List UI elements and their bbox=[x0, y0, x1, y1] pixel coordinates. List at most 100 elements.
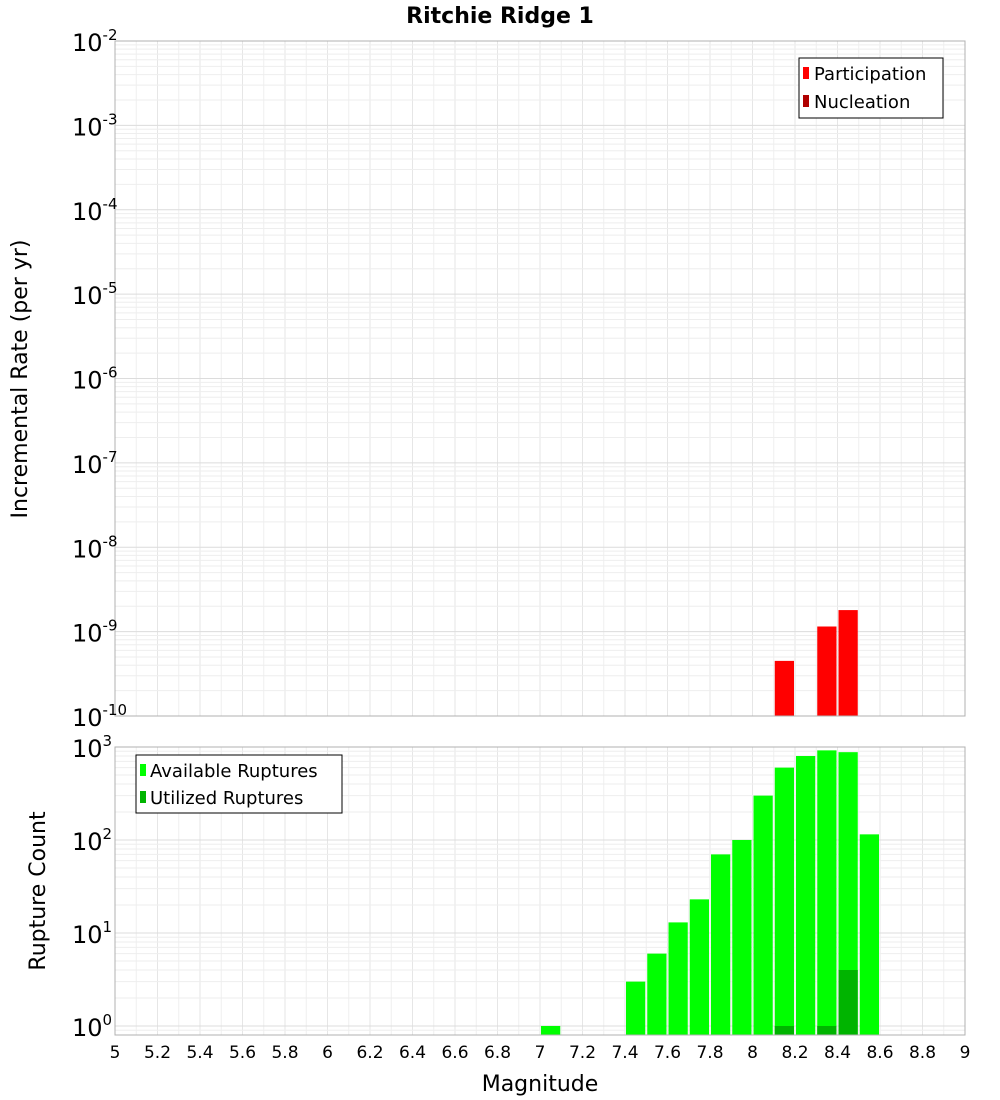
rate-plot-y-tick-base: 10 bbox=[72, 282, 103, 310]
rate-plot: 10-210-310-410-510-610-710-810-910-10 In… bbox=[8, 26, 966, 732]
available-ruptures-bar bbox=[817, 750, 837, 1035]
rate-plot-legend: Participation Nucleation bbox=[798, 57, 944, 119]
nucleation-legend-swatch bbox=[803, 95, 809, 107]
available-ruptures-bar bbox=[774, 767, 794, 1035]
x-tick-label: 7.8 bbox=[696, 1043, 723, 1063]
rate-plot-y-tick-base: 10 bbox=[72, 113, 103, 141]
x-tick-label: 6.8 bbox=[484, 1043, 511, 1063]
rate-plot-y-tick-label: 10-4 bbox=[72, 195, 118, 226]
utilized-ruptures-bar bbox=[774, 1025, 794, 1035]
rupture-plot-y-tick-label: 102 bbox=[72, 825, 112, 856]
rate-plot-y-tick-exponent: -3 bbox=[103, 110, 118, 128]
rate-plot-y-tick-exponent: -7 bbox=[103, 448, 118, 466]
available-ruptures-bar bbox=[838, 752, 858, 1035]
participation-bar bbox=[817, 626, 837, 716]
rate-plot-y-tick-label: 10-6 bbox=[72, 364, 118, 395]
rate-plot-y-axis-label: Incremental Rate (per yr) bbox=[8, 240, 33, 519]
rate-plot-y-tick-exponent: -4 bbox=[103, 195, 118, 213]
available-ruptures-bar bbox=[689, 899, 709, 1035]
x-tick-label: 9 bbox=[960, 1043, 971, 1063]
x-tick-label: 7.6 bbox=[654, 1043, 681, 1063]
rate-plot-y-tick-exponent: -6 bbox=[103, 364, 118, 382]
rate-plot-grid bbox=[114, 40, 966, 717]
rupture-plot-frame bbox=[114, 746, 966, 1036]
participation-legend-swatch bbox=[803, 67, 809, 79]
x-tick-label: 5.4 bbox=[186, 1043, 213, 1063]
rupture-plot-legend: Available Ruptures Utilized Ruptures bbox=[135, 754, 343, 814]
rupture-legend-box bbox=[135, 754, 343, 814]
available-legend-swatch bbox=[140, 764, 146, 776]
rate-plot-y-tick-exponent: -10 bbox=[103, 701, 128, 719]
x-tick-label: 8.6 bbox=[866, 1043, 893, 1063]
available-ruptures-bar bbox=[626, 981, 646, 1035]
x-tick-label: 8 bbox=[747, 1043, 758, 1063]
x-tick-label: 8.2 bbox=[781, 1043, 808, 1063]
available-legend-label: Available Ruptures bbox=[150, 761, 318, 782]
rupture-plot-bars bbox=[541, 750, 879, 1035]
rate-plot-y-tick-base: 10 bbox=[72, 704, 103, 732]
x-tick-label: 8.4 bbox=[824, 1043, 851, 1063]
rate-plot-y-tick-base: 10 bbox=[72, 451, 103, 479]
x-tick-label: 5.2 bbox=[144, 1043, 171, 1063]
utilized-legend-label: Utilized Ruptures bbox=[150, 788, 303, 809]
rate-plot-y-tick-exponent: -8 bbox=[103, 532, 118, 550]
nucleation-legend-label: Nucleation bbox=[814, 92, 910, 113]
rupture-plot-y-tick-base: 10 bbox=[72, 921, 103, 949]
rupture-plot-y-tick-label: 100 bbox=[72, 1011, 112, 1042]
available-ruptures-bar bbox=[541, 1025, 561, 1035]
available-ruptures-bar bbox=[796, 756, 816, 1035]
rate-plot-y-tick-exponent: -9 bbox=[103, 617, 118, 635]
utilized-ruptures-bar bbox=[817, 1025, 837, 1035]
rupture-plot-y-tick-base: 10 bbox=[72, 735, 103, 763]
x-tick-label: 5 bbox=[110, 1043, 121, 1063]
rupture-plot-y-tick-exponent: 1 bbox=[103, 918, 113, 936]
available-ruptures-bar bbox=[732, 839, 752, 1035]
rupture-plot-y-tick-base: 10 bbox=[72, 828, 103, 856]
x-axis-label: Magnitude bbox=[482, 1072, 599, 1097]
rate-plot-bars bbox=[774, 610, 858, 716]
rate-plot-y-tick-label: 10-2 bbox=[72, 26, 118, 57]
rate-plot-y-tick-label: 10-3 bbox=[72, 110, 118, 141]
rate-plot-y-ticks: 10-210-310-410-510-610-710-810-910-10 bbox=[72, 26, 127, 732]
rate-plot-frame bbox=[114, 40, 966, 717]
rate-plot-y-tick-base: 10 bbox=[72, 198, 103, 226]
rate-plot-y-tick-label: 10-7 bbox=[72, 448, 118, 479]
rate-plot-y-tick-label: 10-10 bbox=[72, 701, 127, 732]
x-tick-label: 5.8 bbox=[271, 1043, 298, 1063]
rupture-plot-x-ticks: 5 5.2 5.4 5.6 5.8 6 6.2 6.4 6.6 6.8 7 7.2 7.4 7.6 7.8 8… bbox=[110, 1043, 971, 1063]
rate-plot-y-tick-exponent: -5 bbox=[103, 279, 118, 297]
participation-bar bbox=[774, 660, 794, 716]
available-ruptures-bar bbox=[753, 795, 773, 1035]
x-tick-label: 5.6 bbox=[229, 1043, 256, 1063]
rupture-plot-y-axis-label: Rupture Count bbox=[26, 811, 51, 971]
rupture-plot-y-tick-exponent: 0 bbox=[103, 1011, 113, 1029]
rate-plot-y-tick-base: 10 bbox=[72, 620, 103, 648]
participation-bar bbox=[838, 610, 858, 716]
available-ruptures-bar bbox=[647, 953, 667, 1035]
rupture-plot-y-tick-exponent: 2 bbox=[103, 825, 113, 843]
x-tick-label: 6 bbox=[322, 1043, 333, 1063]
rate-legend-box bbox=[798, 57, 944, 119]
x-tick-label: 7 bbox=[535, 1043, 546, 1063]
rupture-plot-y-tick-base: 10 bbox=[72, 1014, 103, 1042]
x-tick-label: 6.6 bbox=[441, 1043, 468, 1063]
rate-plot-y-tick-label: 10-9 bbox=[72, 617, 118, 648]
x-tick-label: 7.2 bbox=[569, 1043, 596, 1063]
rupture-plot-y-tick-exponent: 3 bbox=[103, 732, 113, 750]
rate-plot-y-tick-base: 10 bbox=[72, 535, 103, 563]
utilized-ruptures-bar bbox=[838, 969, 858, 1035]
rate-plot-y-tick-label: 10-8 bbox=[72, 532, 118, 563]
chart-title: Ritchie Ridge 1 bbox=[406, 4, 594, 29]
rate-plot-y-tick-label: 10-5 bbox=[72, 279, 118, 310]
x-tick-label: 7.4 bbox=[611, 1043, 638, 1063]
participation-legend-label: Participation bbox=[814, 64, 926, 85]
available-ruptures-bar bbox=[711, 854, 731, 1035]
rupture-plot-y-tick-label: 103 bbox=[72, 732, 112, 763]
rate-plot-y-tick-exponent: -2 bbox=[103, 26, 118, 44]
x-tick-label: 6.2 bbox=[356, 1043, 383, 1063]
utilized-legend-swatch bbox=[140, 791, 146, 803]
available-ruptures-bar bbox=[859, 834, 879, 1035]
